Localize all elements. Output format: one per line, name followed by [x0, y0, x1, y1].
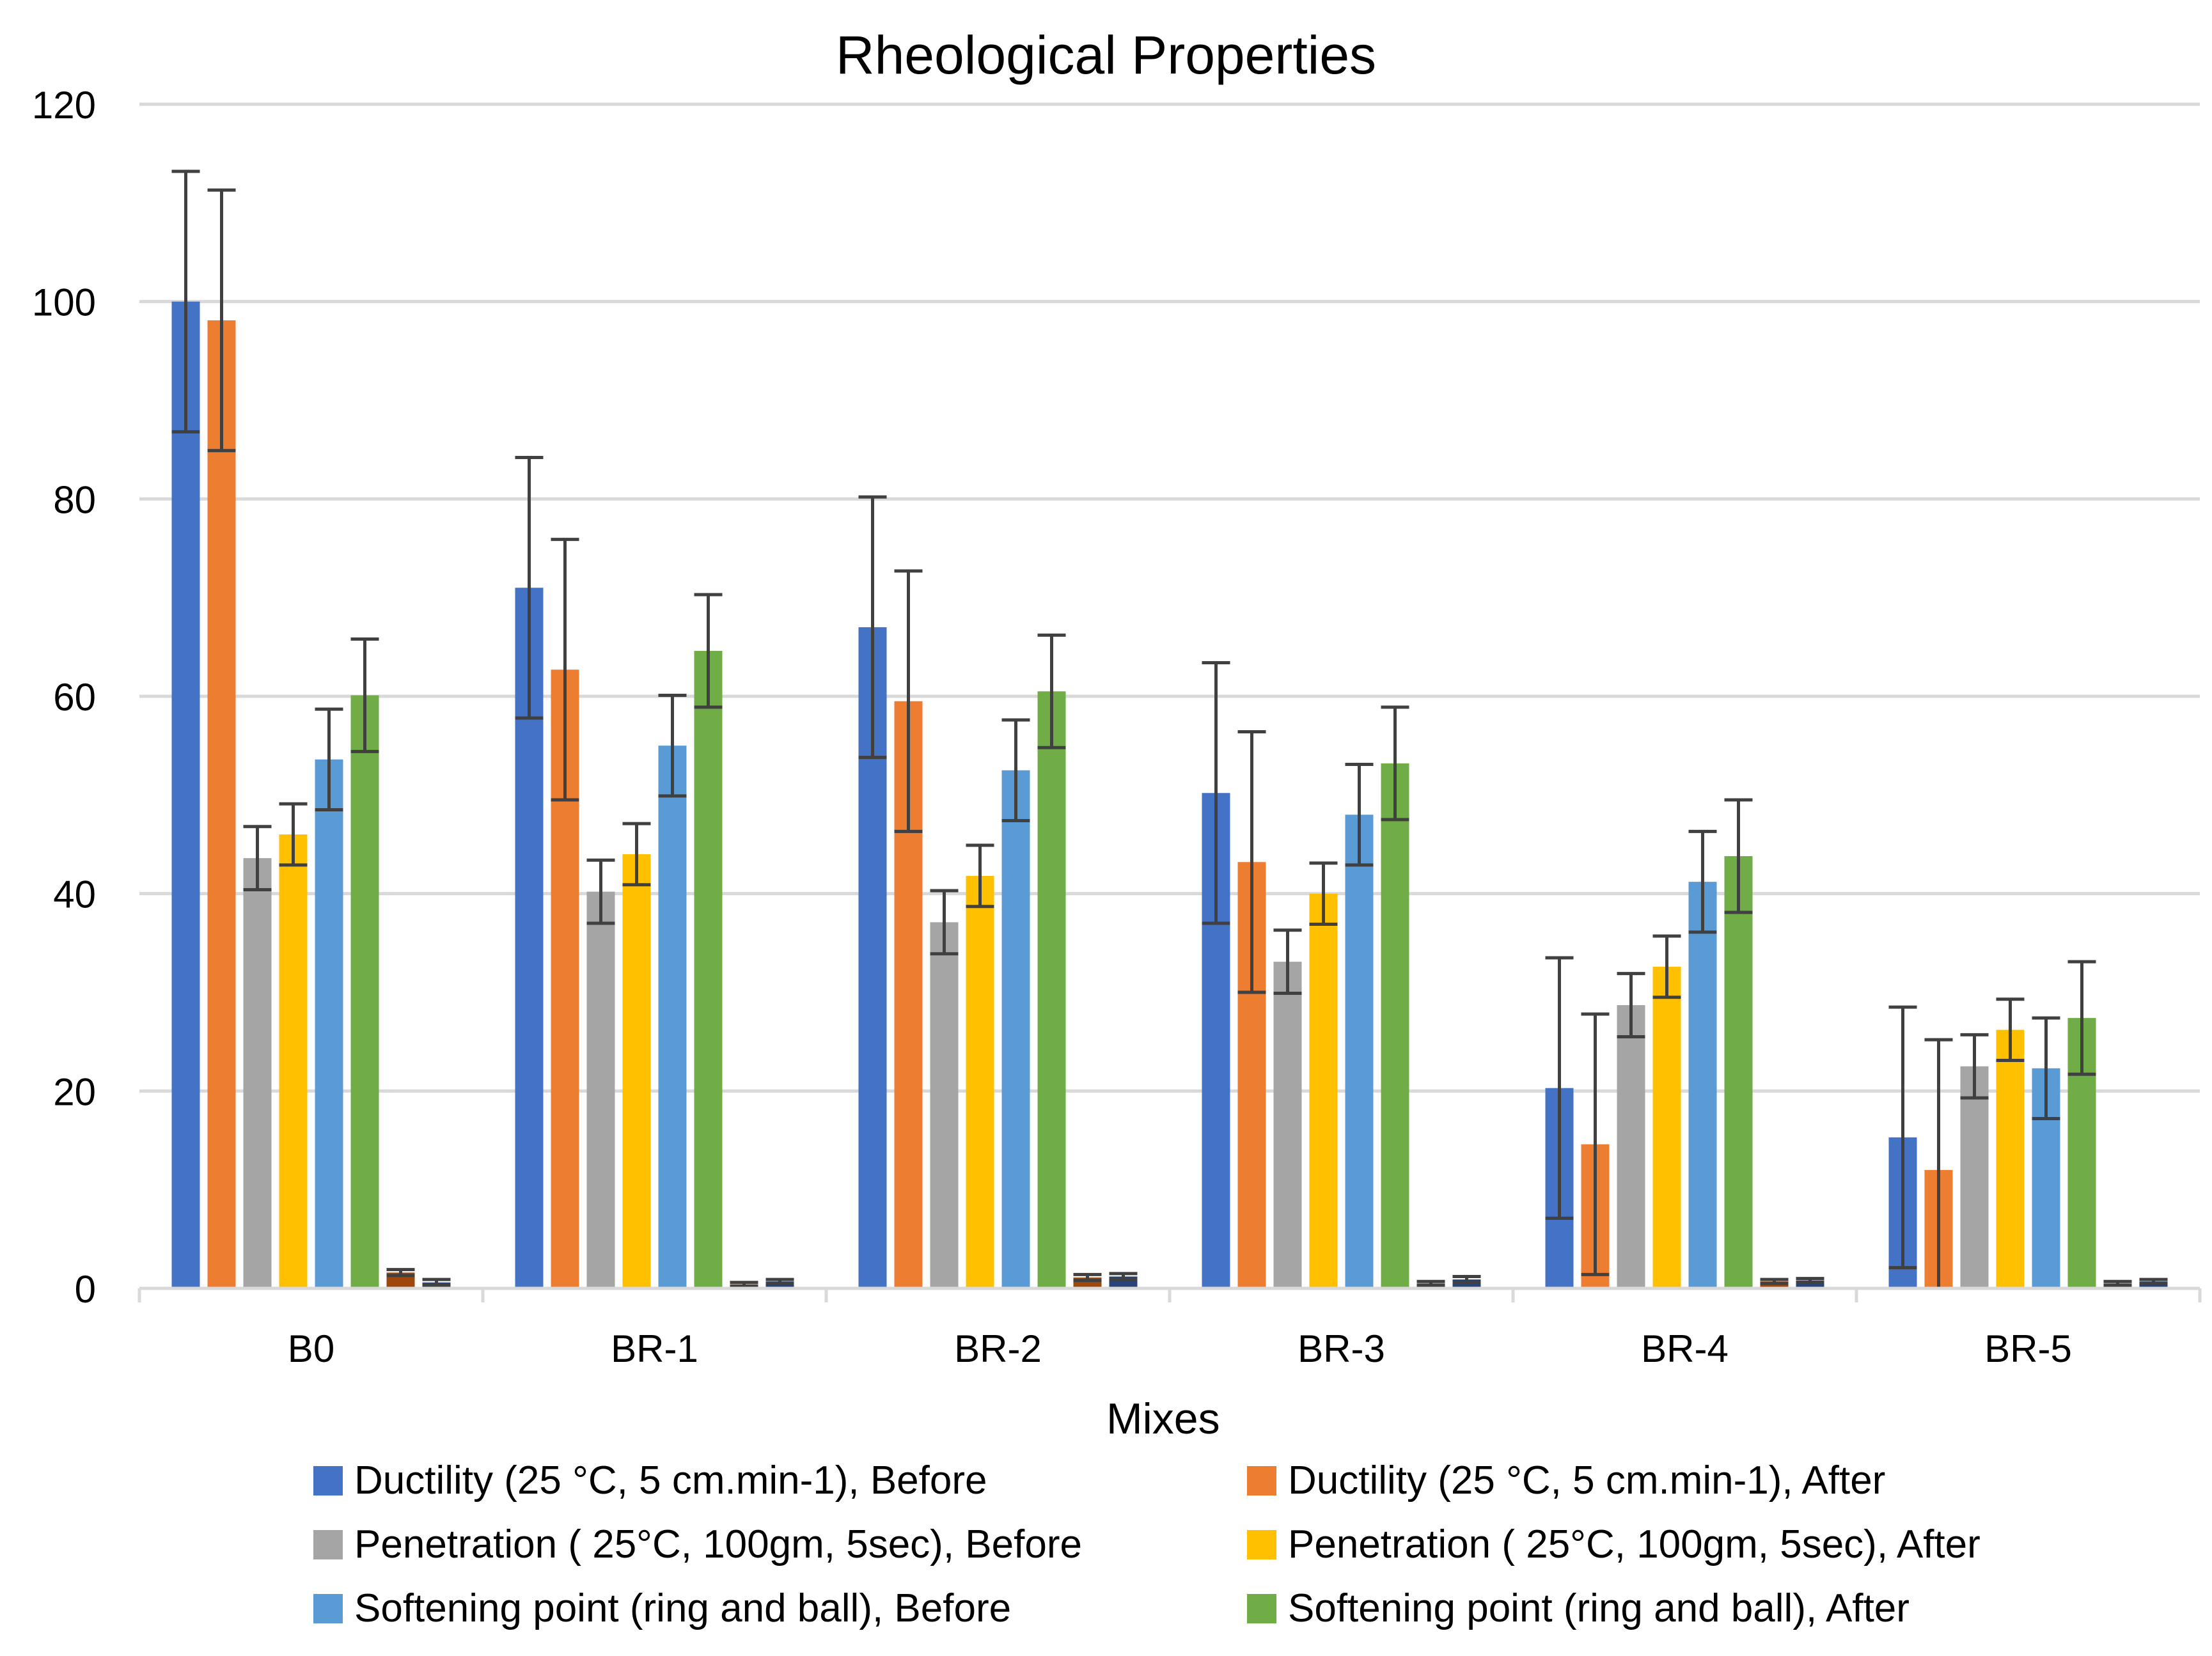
legend-item-softening-after: Softening point (ring and ball), After: [1247, 1586, 1910, 1631]
legend-label: Softening point (ring and ball), After: [1288, 1586, 1910, 1630]
bar: [243, 858, 272, 1288]
bar: [1724, 856, 1753, 1288]
bar: [622, 854, 651, 1288]
legend-item-penetration-before: Penetration ( 25°C, 100gm, 5sec), Before: [313, 1522, 1082, 1567]
legend-item-ductility-after: Ductility (25 °C, 5 cm.min-1), After: [1247, 1458, 1885, 1503]
y-tick-label: 120: [32, 84, 96, 127]
bar: [279, 834, 308, 1288]
legend-swatch: [313, 1529, 343, 1559]
legend-swatch: [1247, 1465, 1276, 1496]
y-tick-label: 100: [32, 281, 96, 324]
bar: [1001, 770, 1030, 1288]
y-tick-label: 20: [53, 1070, 96, 1113]
bar: [1688, 882, 1717, 1288]
legend-label: Softening point (ring and ball), Before: [354, 1586, 1012, 1630]
legend-swatch: [313, 1593, 343, 1623]
bar: [171, 301, 200, 1289]
legend-label: Ductility (25 °C, 5 cm.min-1), After: [1288, 1458, 1886, 1503]
y-tick-label: 80: [53, 478, 96, 521]
x-tick-label: BR-2: [954, 1327, 1042, 1370]
bar: [1617, 1005, 1645, 1288]
bar: [930, 922, 959, 1288]
x-tick-label: B0: [288, 1327, 334, 1370]
bar: [1960, 1066, 1989, 1288]
y-tick-label: 0: [75, 1268, 96, 1311]
x-tick-label: BR-5: [1984, 1327, 2072, 1370]
x-axis-label: Mixes: [1106, 1394, 1220, 1443]
bar: [1309, 893, 1338, 1288]
bar: [694, 651, 723, 1288]
x-tick-label: BR-1: [611, 1327, 698, 1370]
bar: [1652, 966, 1681, 1288]
y-tick-label: 40: [53, 873, 96, 916]
bar: [586, 891, 615, 1288]
legend-swatch: [313, 1465, 343, 1496]
x-tick-label: BR-4: [1641, 1327, 1729, 1370]
legend-item-ductility-before: Ductility (25 °C, 5 cm.min-1), Before: [313, 1458, 987, 1503]
bar: [966, 875, 994, 1288]
bar: [658, 746, 687, 1288]
bar: [1996, 1029, 2025, 1288]
bar: [315, 759, 343, 1288]
bar: [350, 695, 379, 1288]
legend-item-penetration-after: Penetration ( 25°C, 100gm, 5sec), After: [1247, 1522, 1981, 1567]
legend-label: Penetration ( 25°C, 100gm, 5sec), Before: [354, 1522, 1082, 1566]
legend-item-softening-before: Softening point (ring and ball), Before: [313, 1586, 1011, 1631]
chart-title: Rheological Properties: [835, 25, 1377, 85]
y-tick-label: 60: [53, 676, 96, 719]
legend-label: Penetration ( 25°C, 100gm, 5sec), After: [1288, 1522, 1981, 1566]
x-tick-label: BR-3: [1298, 1327, 1385, 1370]
bar: [1037, 691, 1066, 1288]
legend-swatch: [1247, 1529, 1276, 1559]
bar: [207, 320, 236, 1288]
legend-label: Ductility (25 °C, 5 cm.min-1), Before: [354, 1458, 987, 1503]
bar: [1273, 962, 1302, 1288]
bar: [1345, 815, 1374, 1288]
bar: [1381, 763, 1409, 1288]
legend-swatch: [1247, 1593, 1276, 1623]
